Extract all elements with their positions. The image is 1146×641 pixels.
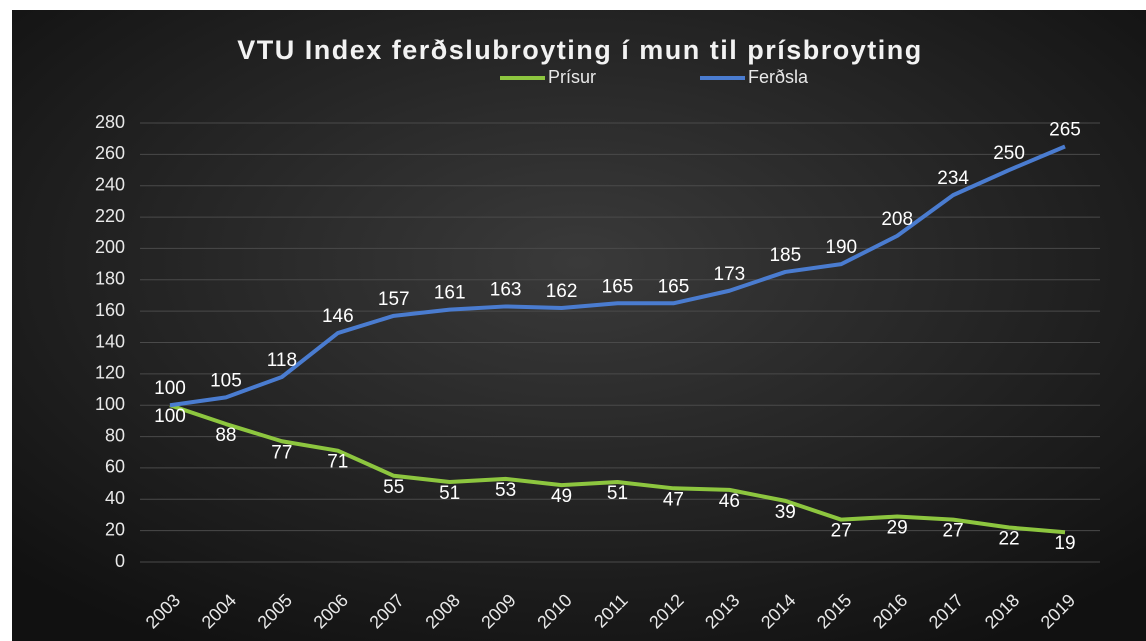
data-label: 100 <box>154 406 186 427</box>
data-label: 27 <box>831 521 852 542</box>
data-label: 71 <box>327 452 348 473</box>
chart-background <box>12 10 1146 641</box>
y-tick-label: 140 <box>95 331 125 351</box>
data-label: 118 <box>267 350 297 371</box>
data-label: 146 <box>322 306 354 327</box>
data-label: 53 <box>495 480 516 501</box>
data-label: 39 <box>775 502 796 523</box>
data-label: 234 <box>937 168 969 189</box>
data-label: 55 <box>383 477 404 498</box>
y-tick-label: 60 <box>105 457 125 477</box>
data-line <box>169 144 1066 408</box>
data-label: 250 <box>993 143 1025 164</box>
data-label: 105 <box>210 370 242 391</box>
data-label: 47 <box>663 489 684 510</box>
data-label: 162 <box>546 281 578 302</box>
y-tick-label: 20 <box>105 519 125 539</box>
y-tick-label: 260 <box>95 143 125 163</box>
y-tick-label: 120 <box>95 363 125 383</box>
data-label: 49 <box>551 486 572 507</box>
data-label: 100 <box>154 378 186 399</box>
legend-label: Prísur <box>548 67 596 87</box>
y-tick-label: 40 <box>105 488 125 508</box>
y-tick-label: 160 <box>95 300 125 320</box>
y-tick-label: 100 <box>95 394 125 414</box>
data-label: 88 <box>215 425 236 446</box>
data-label: 165 <box>602 276 634 297</box>
data-label: 77 <box>271 442 292 463</box>
y-tick-label: 80 <box>105 425 125 445</box>
y-tick-label: 240 <box>95 174 125 194</box>
legend-label: Ferðsla <box>748 67 809 87</box>
data-label: 51 <box>439 483 460 504</box>
y-tick-label: 180 <box>95 269 125 289</box>
data-label: 22 <box>998 529 1019 550</box>
data-label: 190 <box>825 237 857 258</box>
data-label: 157 <box>378 289 410 310</box>
y-tick-label: 0 <box>115 551 125 571</box>
y-tick-label: 200 <box>95 237 125 257</box>
data-label: 165 <box>658 276 690 297</box>
data-label: 19 <box>1054 533 1075 554</box>
data-label: 46 <box>719 491 740 512</box>
data-label: 51 <box>607 483 628 504</box>
data-label: 29 <box>887 518 908 539</box>
y-tick-label: 220 <box>95 206 125 226</box>
data-label: 163 <box>490 279 522 300</box>
chart-title: VTU Index ferðslubroyting í mun til prís… <box>237 35 923 65</box>
data-label: 173 <box>714 264 746 285</box>
data-label: 208 <box>881 209 913 230</box>
data-label: 265 <box>1049 120 1081 141</box>
data-line <box>169 403 1066 535</box>
data-label: 161 <box>434 283 466 304</box>
y-tick-label: 280 <box>95 112 125 132</box>
data-label: 27 <box>943 521 964 542</box>
data-label: 185 <box>769 245 801 266</box>
